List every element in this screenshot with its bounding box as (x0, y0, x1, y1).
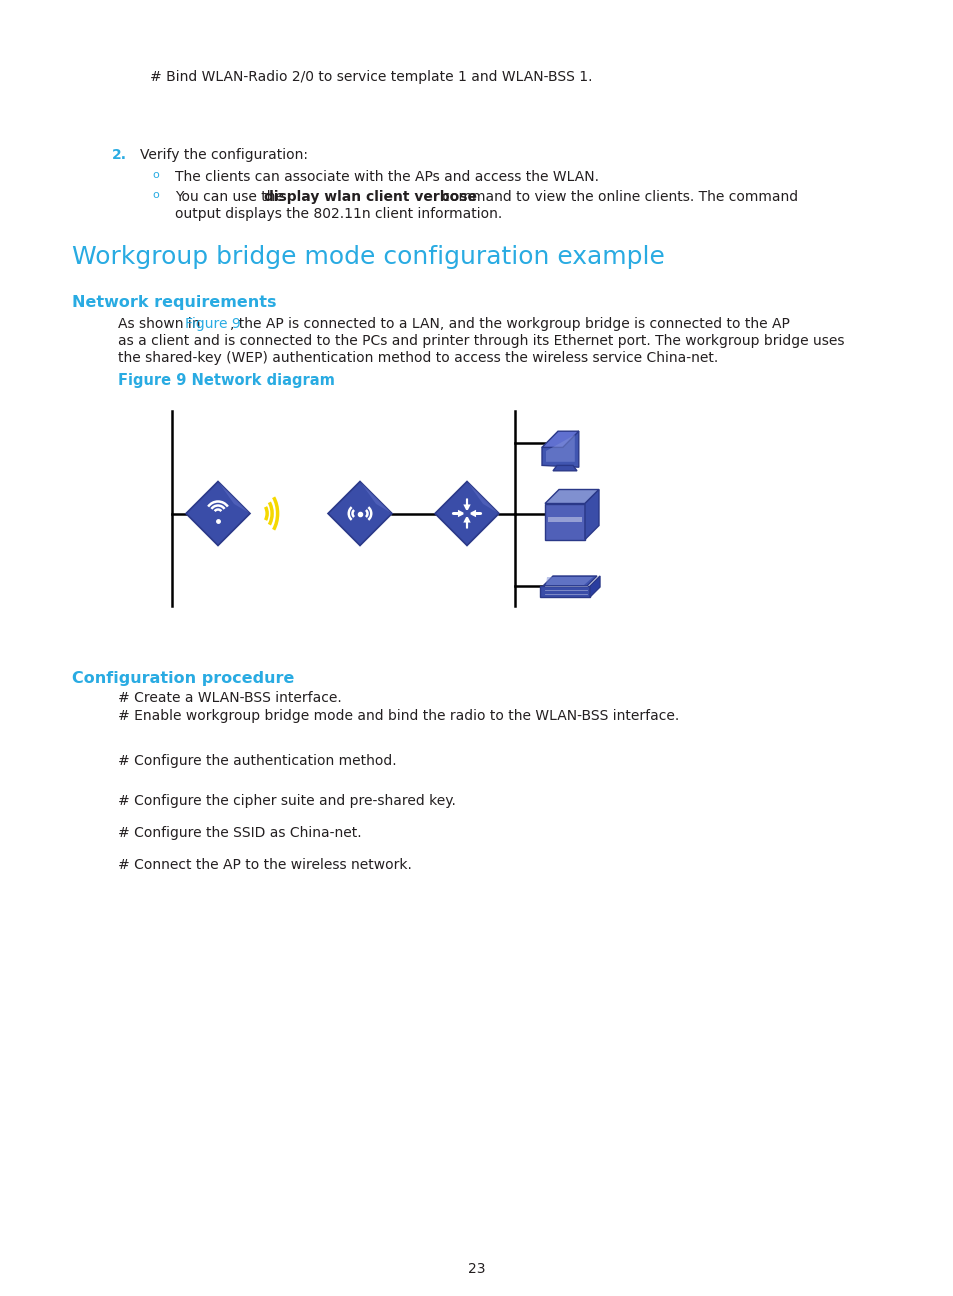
Text: display wlan client verbose: display wlan client verbose (264, 191, 476, 203)
Polygon shape (359, 482, 392, 513)
Polygon shape (545, 577, 593, 584)
Polygon shape (553, 465, 577, 470)
Text: # Bind WLAN-Radio 2/0 to service template 1 and WLAN-BSS 1.: # Bind WLAN-Radio 2/0 to service templat… (150, 70, 592, 84)
Polygon shape (589, 575, 599, 597)
Polygon shape (584, 490, 598, 539)
Text: Workgroup bridge mode configuration example: Workgroup bridge mode configuration exam… (71, 245, 664, 270)
Text: Verify the configuration:: Verify the configuration: (140, 148, 308, 162)
Text: # Connect the AP to the wireless network.: # Connect the AP to the wireless network… (118, 858, 412, 872)
Text: # Configure the cipher suite and pre-shared key.: # Configure the cipher suite and pre-sha… (118, 794, 456, 807)
Text: # Create a WLAN-BSS interface.: # Create a WLAN-BSS interface. (118, 691, 341, 705)
Text: as a client and is connected to the PCs and printer through its Ethernet port. T: as a client and is connected to the PCs … (118, 334, 843, 349)
Polygon shape (544, 504, 584, 539)
Text: # Enable workgroup bridge mode and bind the radio to the WLAN-BSS interface.: # Enable workgroup bridge mode and bind … (118, 709, 679, 723)
Text: Figure 9: Figure 9 (185, 318, 240, 330)
FancyArrow shape (471, 512, 480, 516)
Text: o: o (152, 191, 158, 200)
Polygon shape (544, 490, 598, 504)
FancyArrow shape (464, 517, 469, 527)
Polygon shape (541, 432, 578, 467)
Text: As shown in: As shown in (118, 318, 205, 330)
Polygon shape (547, 517, 581, 521)
Text: 2.: 2. (112, 148, 127, 162)
Text: The clients can associate with the APs and access the WLAN.: The clients can associate with the APs a… (174, 170, 598, 184)
Polygon shape (328, 482, 392, 546)
Polygon shape (542, 575, 597, 586)
Polygon shape (435, 482, 498, 546)
Text: the shared-key (WEP) authentication method to access the wireless service China-: the shared-key (WEP) authentication meth… (118, 351, 718, 365)
Polygon shape (218, 482, 250, 513)
Polygon shape (186, 482, 250, 546)
Text: command to view the online clients. The command: command to view the online clients. The … (438, 191, 798, 203)
Polygon shape (541, 432, 578, 447)
Text: Network requirements: Network requirements (71, 295, 276, 310)
Text: Figure 9 Network diagram: Figure 9 Network diagram (118, 373, 335, 388)
FancyArrow shape (453, 512, 462, 516)
FancyArrow shape (464, 499, 469, 509)
Polygon shape (545, 434, 575, 461)
Text: You can use the: You can use the (174, 191, 288, 203)
Text: Configuration procedure: Configuration procedure (71, 671, 294, 686)
Text: , the AP is connected to a LAN, and the workgroup bridge is connected to the AP: , the AP is connected to a LAN, and the … (230, 318, 789, 330)
Text: 23: 23 (468, 1262, 485, 1277)
Text: # Configure the authentication method.: # Configure the authentication method. (118, 754, 396, 769)
Text: output displays the 802.11n client information.: output displays the 802.11n client infor… (174, 207, 501, 222)
Polygon shape (539, 586, 589, 597)
Text: o: o (152, 170, 158, 180)
Text: # Configure the SSID as China-net.: # Configure the SSID as China-net. (118, 826, 361, 840)
Polygon shape (467, 482, 498, 513)
